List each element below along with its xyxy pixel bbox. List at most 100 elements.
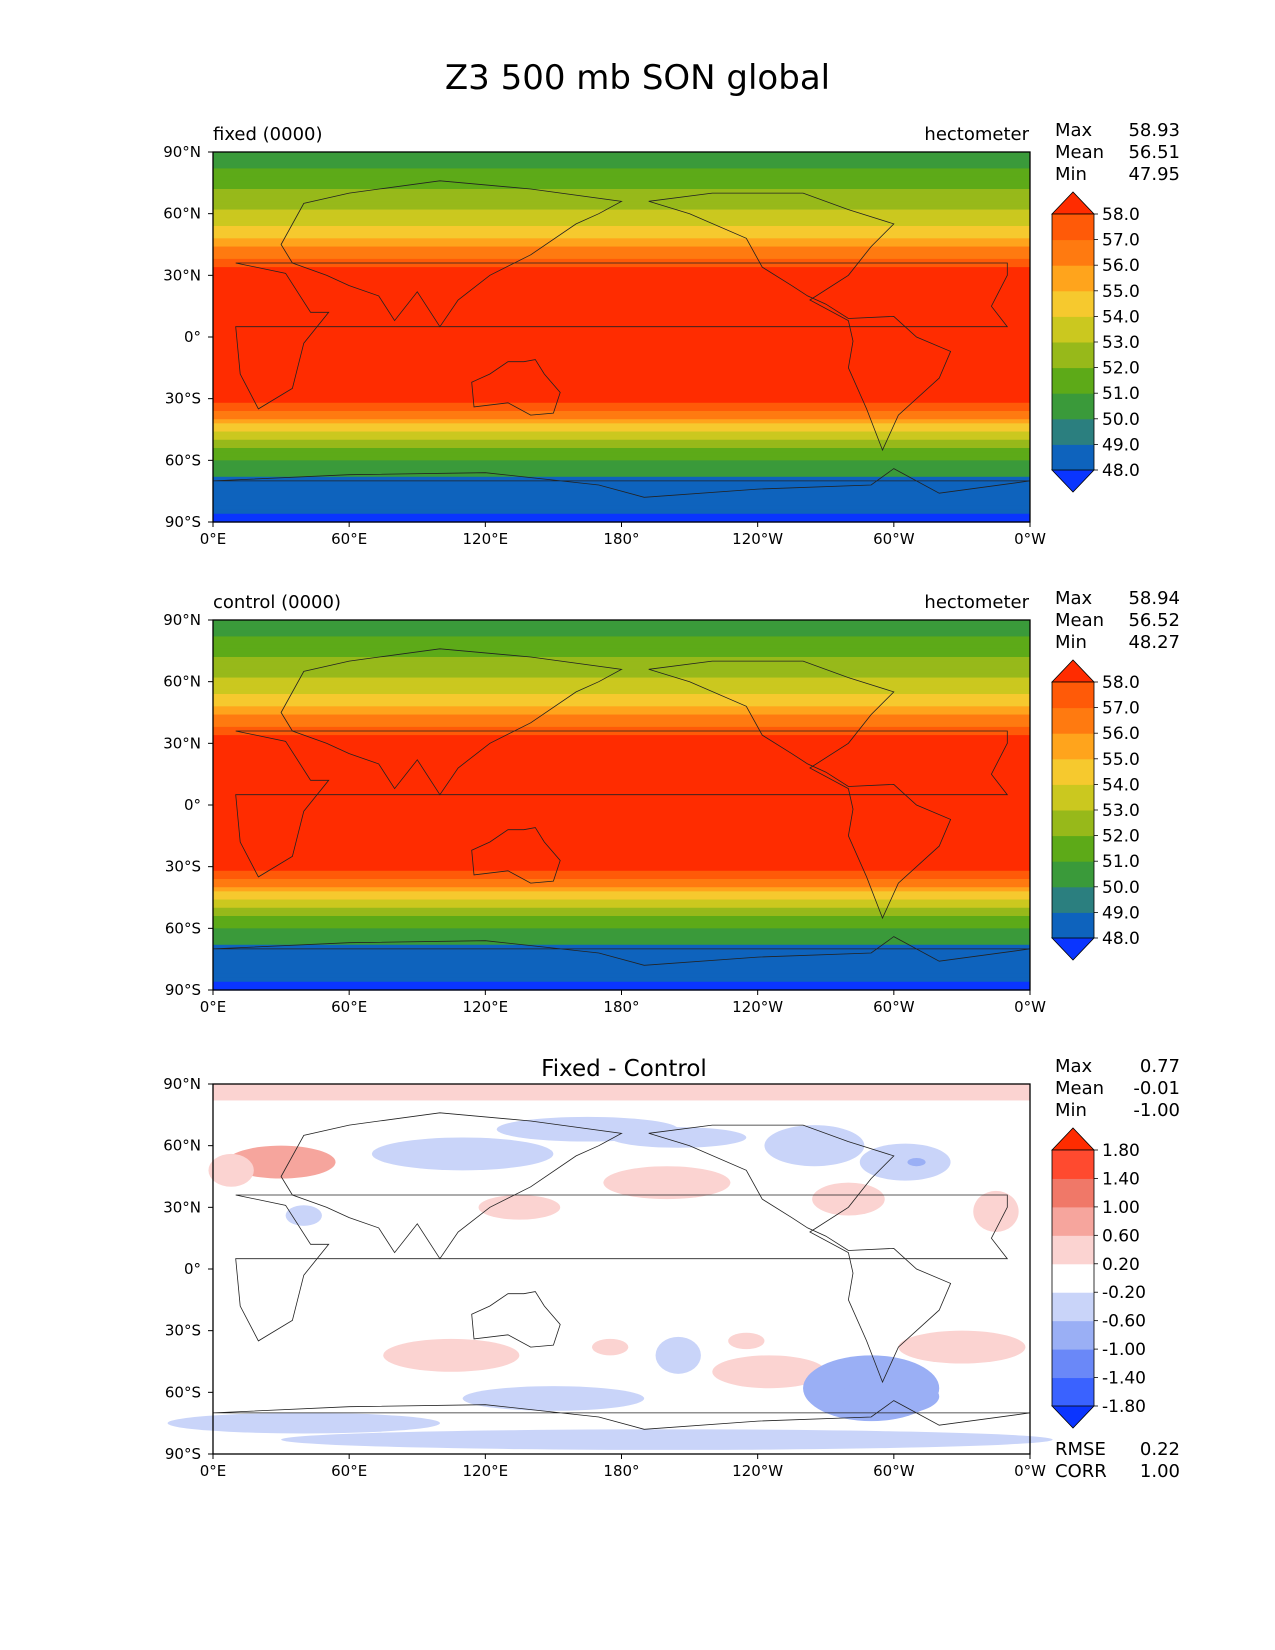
- coastlines: [212, 1112, 1031, 1430]
- field-band: [213, 480, 1030, 486]
- y-tick-label: 60°S: [165, 451, 201, 469]
- field-band: [213, 427, 1030, 433]
- field-band: [213, 201, 1030, 207]
- field-band: [213, 751, 1030, 757]
- anomaly-region: [907, 1158, 926, 1167]
- field-band: [213, 887, 1030, 892]
- coastlines: [212, 180, 1031, 498]
- field-band: [213, 677, 1030, 683]
- field-band: [213, 189, 1030, 194]
- x-tick-label: 60°E: [331, 530, 367, 548]
- field-band: [213, 357, 1030, 363]
- field-band: [213, 1412, 1030, 1418]
- field-band: [213, 759, 1030, 765]
- colorbar-swatch: [1052, 733, 1094, 760]
- field-band: [213, 1248, 1030, 1254]
- field-band: [213, 698, 1030, 703]
- colorbar-extend-high: [1051, 659, 1095, 683]
- field-band: [213, 246, 1030, 252]
- field-band: [213, 891, 1030, 897]
- field-band: [213, 230, 1030, 235]
- stat-min-value: 47.95: [1128, 164, 1180, 185]
- field-band: [213, 1281, 1030, 1287]
- field-band: [213, 953, 1030, 958]
- colorbar-label: -1.40: [1102, 1369, 1146, 1389]
- colorbar-swatch: [1052, 444, 1094, 471]
- stat-mean-label: Mean: [1055, 142, 1105, 163]
- field-band: [213, 213, 1030, 219]
- colorbar-label: -1.00: [1102, 1340, 1146, 1360]
- colorbar-swatch: [1052, 1150, 1094, 1179]
- colorbar-swatch: [1052, 1320, 1094, 1350]
- field-band: [213, 217, 1030, 223]
- field-band: [213, 1371, 1030, 1377]
- field-band: [213, 180, 1030, 186]
- field-band: [213, 636, 1030, 642]
- anomaly-region: [764, 1125, 865, 1167]
- colorbar-swatch: [1052, 1263, 1094, 1293]
- anomaly-region: [812, 1182, 885, 1216]
- field-band: [213, 776, 1030, 781]
- anomaly-region: [859, 1143, 951, 1181]
- field-band: [213, 476, 1030, 482]
- field-band: [213, 234, 1030, 239]
- field-band: [213, 940, 1030, 946]
- y-tick-label: 90°N: [163, 1075, 201, 1093]
- x-tick-label: 0°W: [1014, 1462, 1046, 1480]
- field-band: [213, 1227, 1030, 1233]
- field-band: [213, 1108, 1030, 1114]
- field-band: [213, 1293, 1030, 1299]
- field-band: [213, 1112, 1030, 1118]
- colorbar-label: -1.80: [1102, 1397, 1146, 1417]
- panel-title: Fixed - Control: [541, 1056, 707, 1082]
- field-band: [213, 1322, 1030, 1328]
- field-band: [213, 772, 1030, 777]
- field-band: [213, 152, 1030, 157]
- field-band: [213, 365, 1030, 371]
- field-band: [213, 1166, 1030, 1171]
- field-band: [213, 652, 1030, 658]
- field-band: [213, 879, 1030, 884]
- field-band: [213, 1425, 1030, 1430]
- corr-value: 1.00: [1139, 1461, 1180, 1482]
- field-band: [213, 842, 1030, 847]
- field-band: [213, 1211, 1030, 1217]
- colorbar-label: 56.0: [1102, 724, 1140, 744]
- field-band: [213, 620, 1030, 625]
- field-band: [213, 1158, 1030, 1163]
- stat-min-value: 48.27: [1128, 632, 1180, 653]
- colorbar-swatch: [1052, 418, 1094, 445]
- field-band: [213, 497, 1030, 503]
- y-tick-label: 30°N: [163, 1198, 201, 1216]
- field-band: [213, 644, 1030, 650]
- field-band: [213, 1199, 1030, 1204]
- field-band: [213, 837, 1030, 843]
- field-band: [213, 1100, 1030, 1106]
- field-band: [213, 156, 1030, 161]
- field-band: [213, 858, 1030, 864]
- field-band: [213, 870, 1030, 876]
- field-band: [213, 788, 1030, 794]
- colorbar-label: 53.0: [1102, 801, 1140, 821]
- field-band: [213, 924, 1030, 929]
- coastline: [280, 180, 623, 328]
- field-band: [213, 800, 1030, 806]
- field-band: [213, 821, 1030, 827]
- field-band: [213, 341, 1030, 346]
- colorbar-label: -0.20: [1102, 1283, 1146, 1303]
- x-tick-label: 120°E: [463, 530, 509, 548]
- field-band: [213, 349, 1030, 355]
- colorbar-label: 1.40: [1102, 1169, 1140, 1189]
- colorbar-swatch: [1052, 1349, 1094, 1379]
- stat-mean-value: 56.51: [1128, 142, 1180, 163]
- field-band: [213, 1277, 1030, 1282]
- map-plot: 0°E 60°E 120°E 180° 120°W 60°W 0°W 90°N 60°N 30°N…: [163, 1075, 1146, 1480]
- colorbar-extend-low: [1051, 469, 1095, 493]
- field-band: [213, 657, 1030, 662]
- field-band: [213, 1203, 1030, 1208]
- map-plot: 0°E 60°E 120°E 180° 120°W 60°W 0°W 90°N 60°N 30°N…: [163, 611, 1140, 1016]
- colorbar-swatch: [1052, 758, 1094, 785]
- stats-box: Max 58.94 Mean 56.52 Min 48.27: [1055, 588, 1180, 654]
- anomaly-blobs: [167, 1084, 1053, 1450]
- field-band: [213, 205, 1030, 211]
